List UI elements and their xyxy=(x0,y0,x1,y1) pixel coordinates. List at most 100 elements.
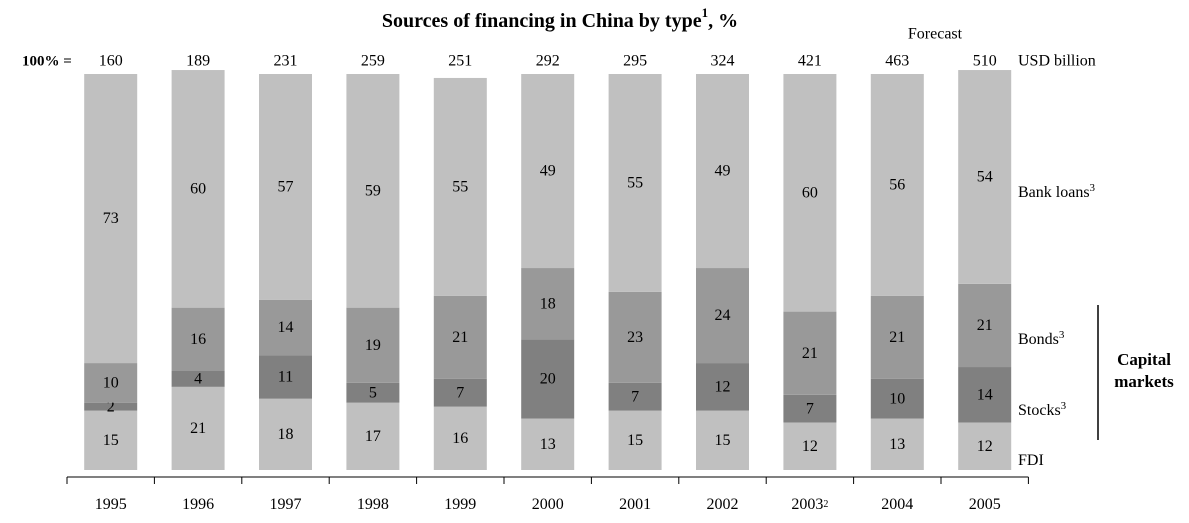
value-label: 20 xyxy=(540,371,556,388)
category-text: 1998 xyxy=(357,496,389,513)
legend-label: Stocks3 xyxy=(1018,400,1067,419)
total-value: 295 xyxy=(623,53,647,70)
bar-segment xyxy=(259,74,312,300)
title-text: Sources of financing in China by type xyxy=(382,10,702,32)
value-label: 15 xyxy=(627,432,643,449)
total-value: 189 xyxy=(186,53,210,70)
bar-segment xyxy=(171,386,225,470)
value-label: 73 xyxy=(103,210,119,227)
legend-label: Bonds3 xyxy=(1018,329,1065,348)
category-text: 1999 xyxy=(444,496,476,513)
value-label: 12 xyxy=(715,379,731,396)
bar-segment xyxy=(783,311,837,395)
chart-title: Sources of financing in China by type1, … xyxy=(382,5,738,32)
total-value: 324 xyxy=(711,53,735,70)
value-label: 57 xyxy=(278,179,294,196)
total-value: 231 xyxy=(274,53,298,70)
category-text: 2000 xyxy=(532,496,564,513)
bar-segment xyxy=(521,418,575,470)
total-value: 259 xyxy=(361,53,385,70)
bar-segment xyxy=(346,307,400,383)
bar-segment xyxy=(870,418,924,470)
bar-segment xyxy=(608,382,662,411)
value-label: 60 xyxy=(190,181,206,198)
x-tick-label: 2004 xyxy=(881,496,913,513)
value-label: 13 xyxy=(540,436,556,453)
x-tick-label: 2001 xyxy=(619,496,651,513)
x-tick-label: 20032 xyxy=(791,496,828,513)
bar-segment xyxy=(171,70,225,308)
bar-segment xyxy=(433,406,487,470)
total-value: 160 xyxy=(99,53,123,70)
legend-text: FDI xyxy=(1018,452,1044,469)
bar-segment xyxy=(870,295,924,379)
value-label: 49 xyxy=(715,163,731,180)
total-unit: USD billion xyxy=(1018,53,1096,70)
bar-segment xyxy=(259,355,312,399)
total-value: 251 xyxy=(448,53,472,70)
legend-text: Stocks xyxy=(1018,402,1061,419)
value-label: 54 xyxy=(977,169,993,186)
value-label: 18 xyxy=(278,426,294,443)
bar-segment xyxy=(521,339,575,419)
total-label: 100% = xyxy=(22,53,72,69)
legend-label: FDI xyxy=(1018,452,1044,469)
bar-segment xyxy=(346,382,400,403)
bar-segment xyxy=(433,295,487,379)
value-label: 21 xyxy=(977,317,993,334)
value-label: 21 xyxy=(190,420,206,437)
category-text: 1996 xyxy=(182,496,214,513)
x-tick-label: 2000 xyxy=(532,496,564,513)
bar-segment xyxy=(171,307,225,371)
value-label: 10 xyxy=(889,390,905,407)
bar-segment xyxy=(84,74,138,364)
value-label: 21 xyxy=(802,345,818,362)
value-label: 19 xyxy=(365,337,381,354)
value-label: 14 xyxy=(278,319,294,336)
bar-segment xyxy=(958,367,1012,423)
category-text: 2001 xyxy=(619,496,651,513)
value-label: 11 xyxy=(278,369,293,386)
bar-segment xyxy=(171,371,225,387)
bar-segment xyxy=(958,70,1012,284)
value-label: 14 xyxy=(977,386,993,403)
total-value: 292 xyxy=(536,53,560,70)
value-label: 55 xyxy=(627,175,643,192)
value-label: 56 xyxy=(889,177,905,194)
bar-segment xyxy=(84,402,138,411)
value-label: 23 xyxy=(627,329,643,346)
bar-segment xyxy=(84,363,138,403)
bar-segment xyxy=(958,422,1012,470)
value-label: 15 xyxy=(715,432,731,449)
x-tick-label: 2002 xyxy=(707,496,739,513)
bar-segment xyxy=(346,402,400,470)
title-suffix: , % xyxy=(708,10,738,32)
bracket-label: Capital markets xyxy=(1114,350,1174,391)
bar-segment xyxy=(259,299,312,356)
bar-segment xyxy=(783,422,837,470)
bar-segment xyxy=(783,394,837,423)
legend-note: 3 xyxy=(1061,400,1067,412)
value-label: 16 xyxy=(452,430,468,447)
category-text: 1995 xyxy=(95,496,127,513)
value-label: 2 xyxy=(107,398,115,415)
forecast-label: Forecast xyxy=(908,26,963,43)
value-label: 16 xyxy=(190,331,206,348)
value-label: 21 xyxy=(452,329,468,346)
category-text: 2003 xyxy=(791,496,823,513)
x-tick-label: 1995 xyxy=(95,496,127,513)
bar-segment xyxy=(608,74,662,292)
bar-segment xyxy=(696,363,749,411)
value-label: 59 xyxy=(365,182,381,199)
total-value: 510 xyxy=(973,53,997,70)
category-text: 1997 xyxy=(270,496,302,513)
bar-segment xyxy=(521,74,575,269)
bar-segment xyxy=(433,77,487,296)
legend-text: Bonds xyxy=(1018,331,1059,348)
bar-segment xyxy=(696,74,749,269)
value-label: 21 xyxy=(889,329,905,346)
bar-segment xyxy=(346,74,400,308)
total-value: 421 xyxy=(798,53,822,70)
value-label: 7 xyxy=(631,388,639,405)
